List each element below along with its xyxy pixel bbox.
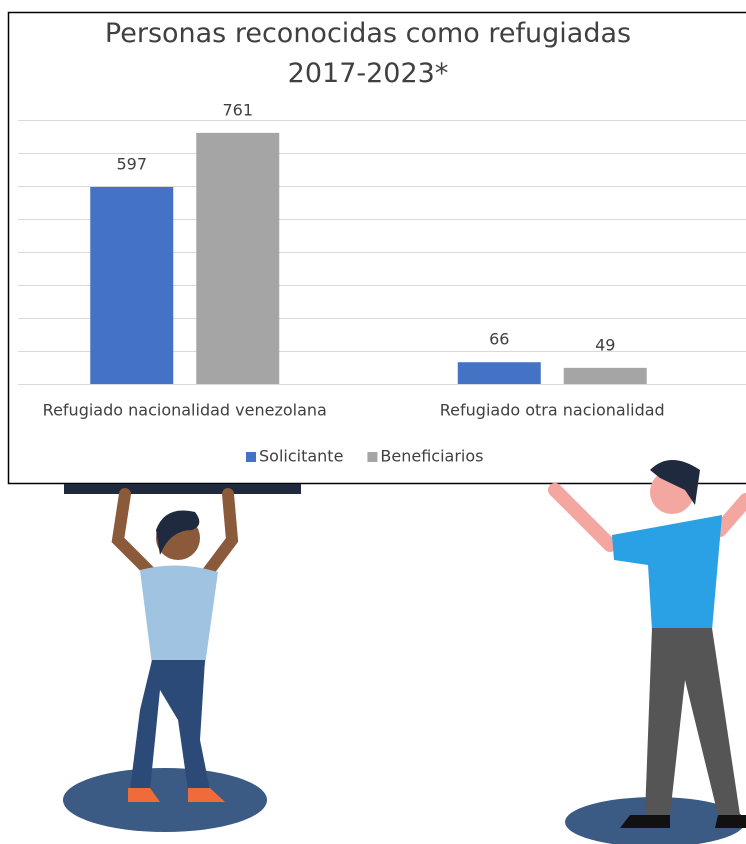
bar <box>90 186 174 384</box>
chart-title: Personas reconocidas como refugiadas 201… <box>104 18 632 89</box>
bar <box>457 362 541 384</box>
legend-swatch <box>246 452 256 462</box>
legend-label: Solicitante <box>259 447 343 466</box>
data-label: 761 <box>222 100 253 119</box>
bar <box>563 367 647 384</box>
data-label: 597 <box>116 154 147 173</box>
x-tick-label: Refugiado otra nacionalidad <box>440 401 665 420</box>
data-label: 49 <box>595 335 615 354</box>
bar <box>196 132 280 384</box>
man-illustration <box>548 460 746 844</box>
x-tick-label: Refugiado nacionalidad venezolana <box>43 401 327 420</box>
data-label: 66 <box>489 330 509 349</box>
legend-swatch <box>367 452 378 462</box>
woman-illustration <box>63 484 301 832</box>
legend-label: Beneficiarios <box>380 447 483 466</box>
